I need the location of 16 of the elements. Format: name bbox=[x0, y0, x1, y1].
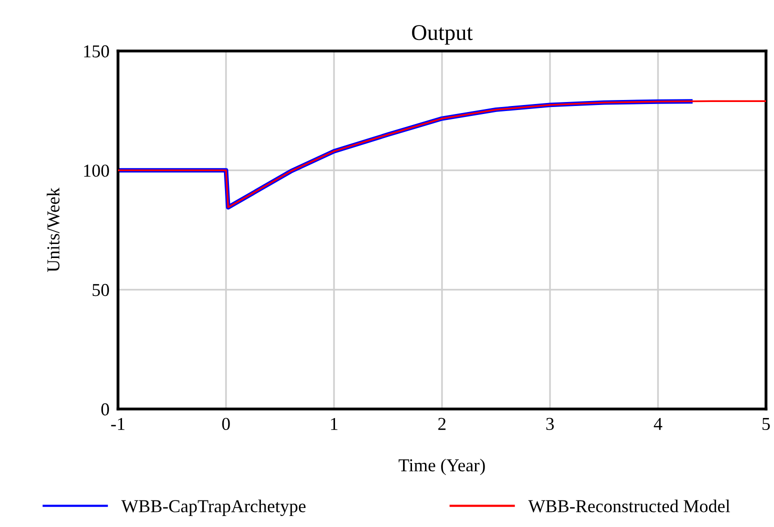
y-tick-label: 100 bbox=[84, 164, 109, 177]
x-tick-label: 0 bbox=[222, 418, 230, 430]
y-axis-title: Units/Week bbox=[46, 188, 60, 272]
x-tick-label: 2 bbox=[438, 418, 446, 430]
y-tick-label: 150 bbox=[84, 45, 109, 58]
x-tick-label: 5 bbox=[762, 418, 770, 430]
y-tick-label: 50 bbox=[92, 284, 109, 296]
x-tick-label: 1 bbox=[331, 418, 338, 430]
x-tick-label: 4 bbox=[654, 418, 662, 430]
x-tick-label: -1 bbox=[111, 418, 124, 430]
x-axis-title: Time (Year) bbox=[398, 458, 485, 476]
chart-title: Output bbox=[412, 25, 473, 45]
y-tick-label: 0 bbox=[101, 403, 109, 416]
legend-label: WBB-Reconstructed Model bbox=[528, 500, 730, 512]
x-tick-label: 3 bbox=[546, 418, 554, 430]
legend-label: WBB-CapTrapArchetype bbox=[121, 500, 306, 516]
